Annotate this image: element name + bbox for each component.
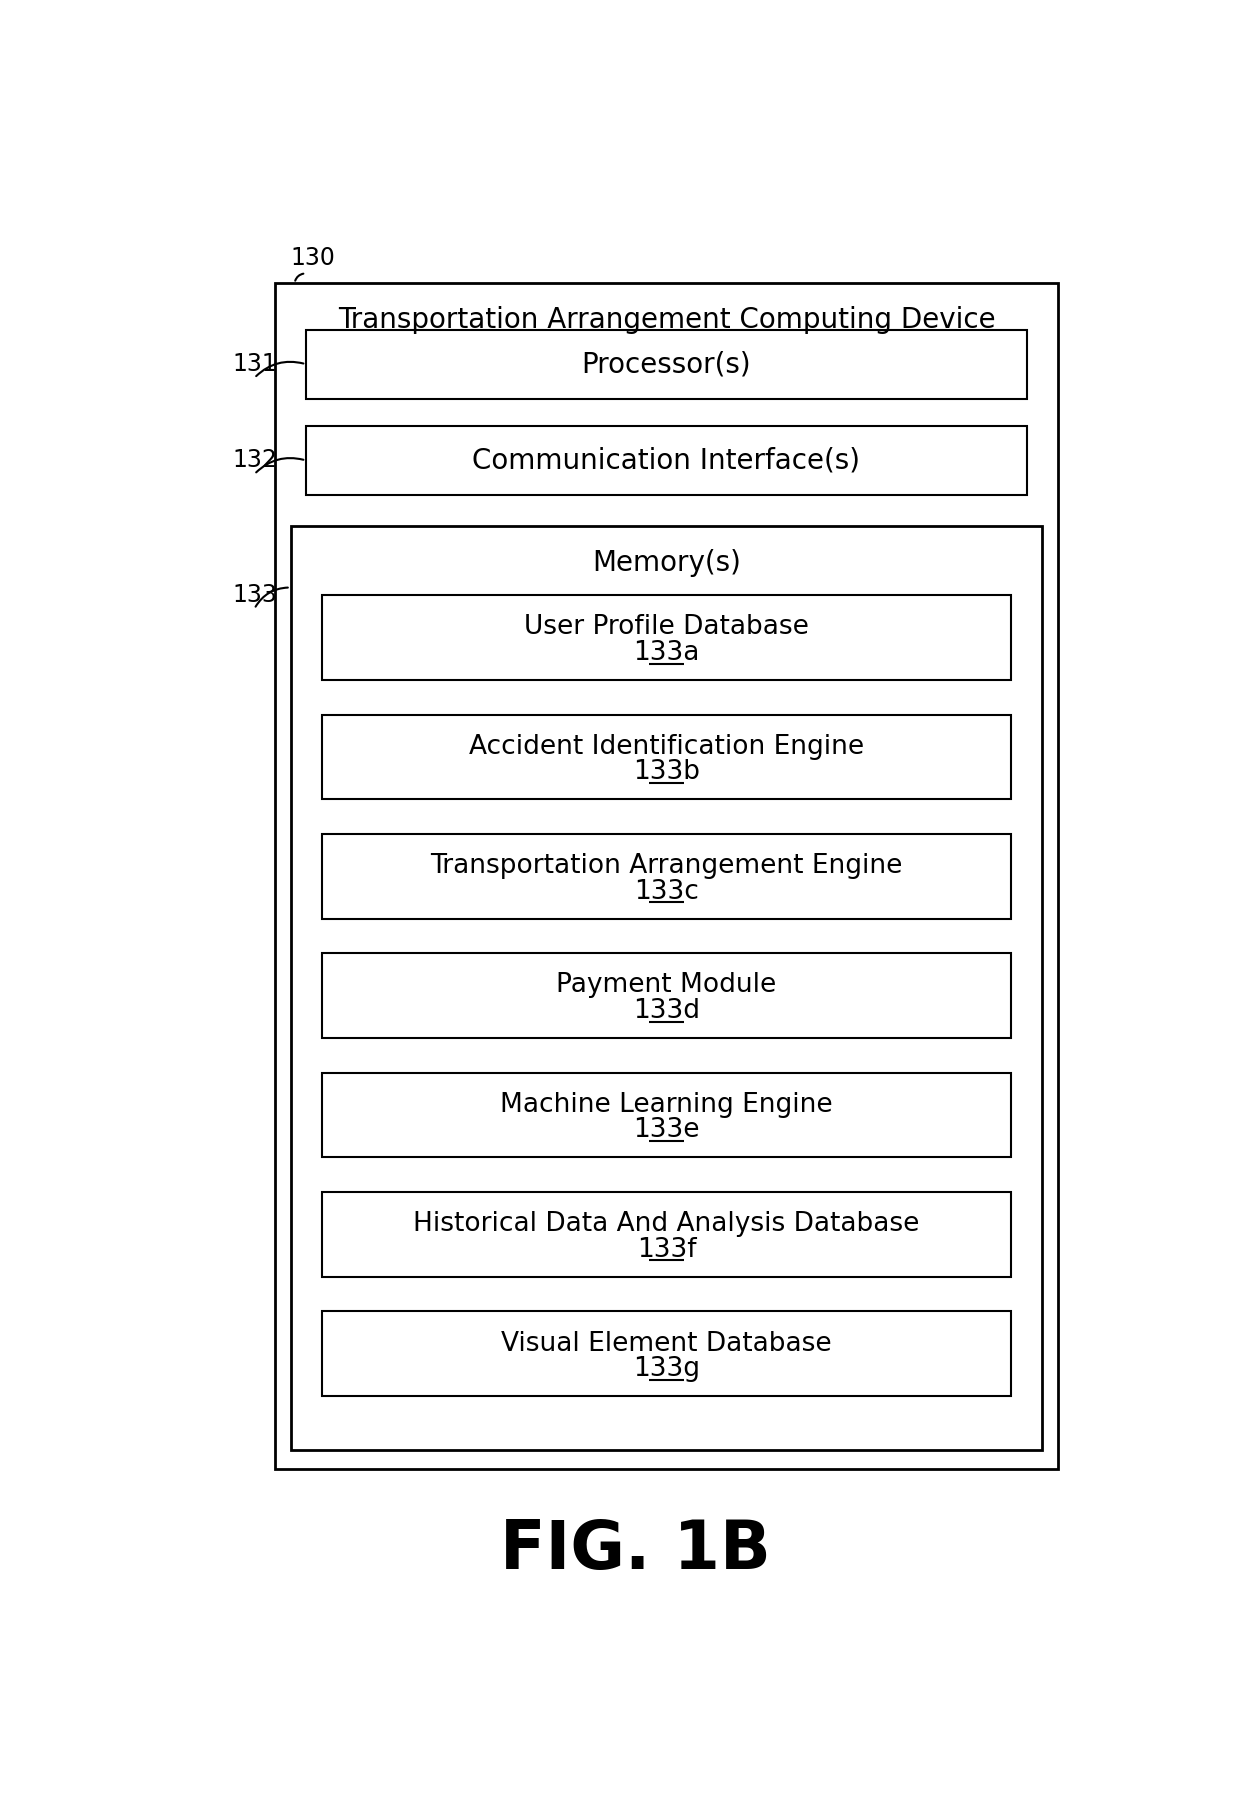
Text: 132: 132 <box>233 449 278 472</box>
Text: 133d: 133d <box>632 997 701 1024</box>
Text: 131: 131 <box>233 352 278 376</box>
Text: 133b: 133b <box>632 759 701 785</box>
Text: Payment Module: Payment Module <box>557 972 776 999</box>
FancyArrowPatch shape <box>257 361 304 376</box>
Text: 133g: 133g <box>632 1357 701 1382</box>
Text: Transportation Arrangement Computing Device: Transportation Arrangement Computing Dev… <box>337 307 996 334</box>
Text: Machine Learning Engine: Machine Learning Engine <box>500 1091 833 1119</box>
Text: 133e: 133e <box>634 1117 699 1144</box>
Text: 133a: 133a <box>634 639 699 666</box>
Bar <box>321 1191 1012 1277</box>
Bar <box>321 1311 1012 1397</box>
Bar <box>306 329 1027 400</box>
FancyArrowPatch shape <box>255 588 288 607</box>
Text: Memory(s): Memory(s) <box>591 548 742 577</box>
Bar <box>321 714 1012 799</box>
Bar <box>321 953 1012 1039</box>
Bar <box>321 834 1012 919</box>
Bar <box>321 1073 1012 1157</box>
Text: User Profile Database: User Profile Database <box>525 614 808 641</box>
Bar <box>275 283 1058 1469</box>
Text: Communication Interface(s): Communication Interface(s) <box>472 447 861 474</box>
FancyArrowPatch shape <box>295 274 304 281</box>
Text: 133f: 133f <box>636 1237 697 1262</box>
Bar <box>321 596 1012 679</box>
Text: Processor(s): Processor(s) <box>582 350 751 378</box>
Text: Visual Element Database: Visual Element Database <box>501 1331 832 1357</box>
Bar <box>306 425 1027 496</box>
Text: Accident Identification Engine: Accident Identification Engine <box>469 734 864 759</box>
Text: Transportation Arrangement Engine: Transportation Arrangement Engine <box>430 854 903 879</box>
Text: Historical Data And Analysis Database: Historical Data And Analysis Database <box>413 1211 920 1237</box>
FancyArrowPatch shape <box>257 458 304 472</box>
Bar <box>290 527 1043 1449</box>
Text: FIG. 1B: FIG. 1B <box>500 1516 771 1584</box>
Text: 133: 133 <box>233 583 278 607</box>
Text: 133c: 133c <box>634 879 699 904</box>
Text: 130: 130 <box>290 245 336 271</box>
